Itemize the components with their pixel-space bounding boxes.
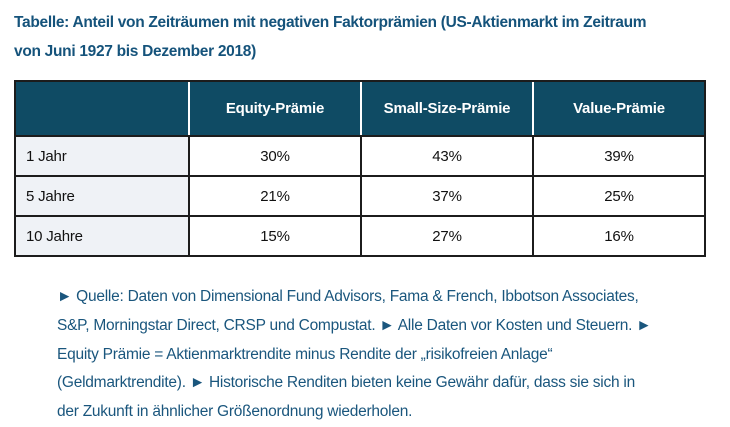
table-title-line2: von Juni 1927 bis Dezember 2018) xyxy=(14,43,256,60)
table-header-small-size: Small-Size-Prämie xyxy=(360,82,532,135)
row-label-10-jahre: 10 Jahre xyxy=(16,215,188,255)
table-title-line1: Tabelle: Anteil von Zeiträumen mit negat… xyxy=(14,14,647,31)
footnote-line-1: ► Quelle: Daten von Dimensional Fund Adv… xyxy=(57,288,639,305)
table-header-value: Value-Prämie xyxy=(532,82,704,135)
cell-5jahre-equity: 21% xyxy=(188,175,360,215)
premiums-table: Equity-Prämie Small-Size-Prämie Value-Pr… xyxy=(14,80,706,257)
cell-10jahre-equity: 15% xyxy=(188,215,360,255)
cell-1jahr-small-size: 43% xyxy=(360,135,532,175)
footnote-line-5: der Zukunft in ähnlicher Größenordnung w… xyxy=(57,403,413,421)
row-label-1-jahr: 1 Jahr xyxy=(16,135,188,175)
cell-10jahre-value: 16% xyxy=(532,215,704,255)
footnote-line-3: Equity Prämie = Aktienmarktrendite minus… xyxy=(57,345,553,363)
table-title: Tabelle: Anteil von Zeiträumen mit negat… xyxy=(14,8,724,66)
cell-5jahre-small-size: 37% xyxy=(360,175,532,215)
cell-5jahre-value: 25% xyxy=(532,175,704,215)
table-header-equity: Equity-Prämie xyxy=(188,82,360,135)
cell-1jahr-value: 39% xyxy=(532,135,704,175)
source-footnote: ► Quelle: Daten von Dimensional Fund Adv… xyxy=(57,283,717,427)
row-label-5-jahre: 5 Jahre xyxy=(16,175,188,215)
table-header-empty xyxy=(16,82,188,135)
cell-10jahre-small-size: 27% xyxy=(360,215,532,255)
cell-1jahr-equity: 30% xyxy=(188,135,360,175)
footnote-line-4: (Geldmarktrendite). ► Historische Rendit… xyxy=(57,374,635,392)
footnote-line-2: S&P, Morningstar Direct, CRSP und Compus… xyxy=(57,316,652,334)
